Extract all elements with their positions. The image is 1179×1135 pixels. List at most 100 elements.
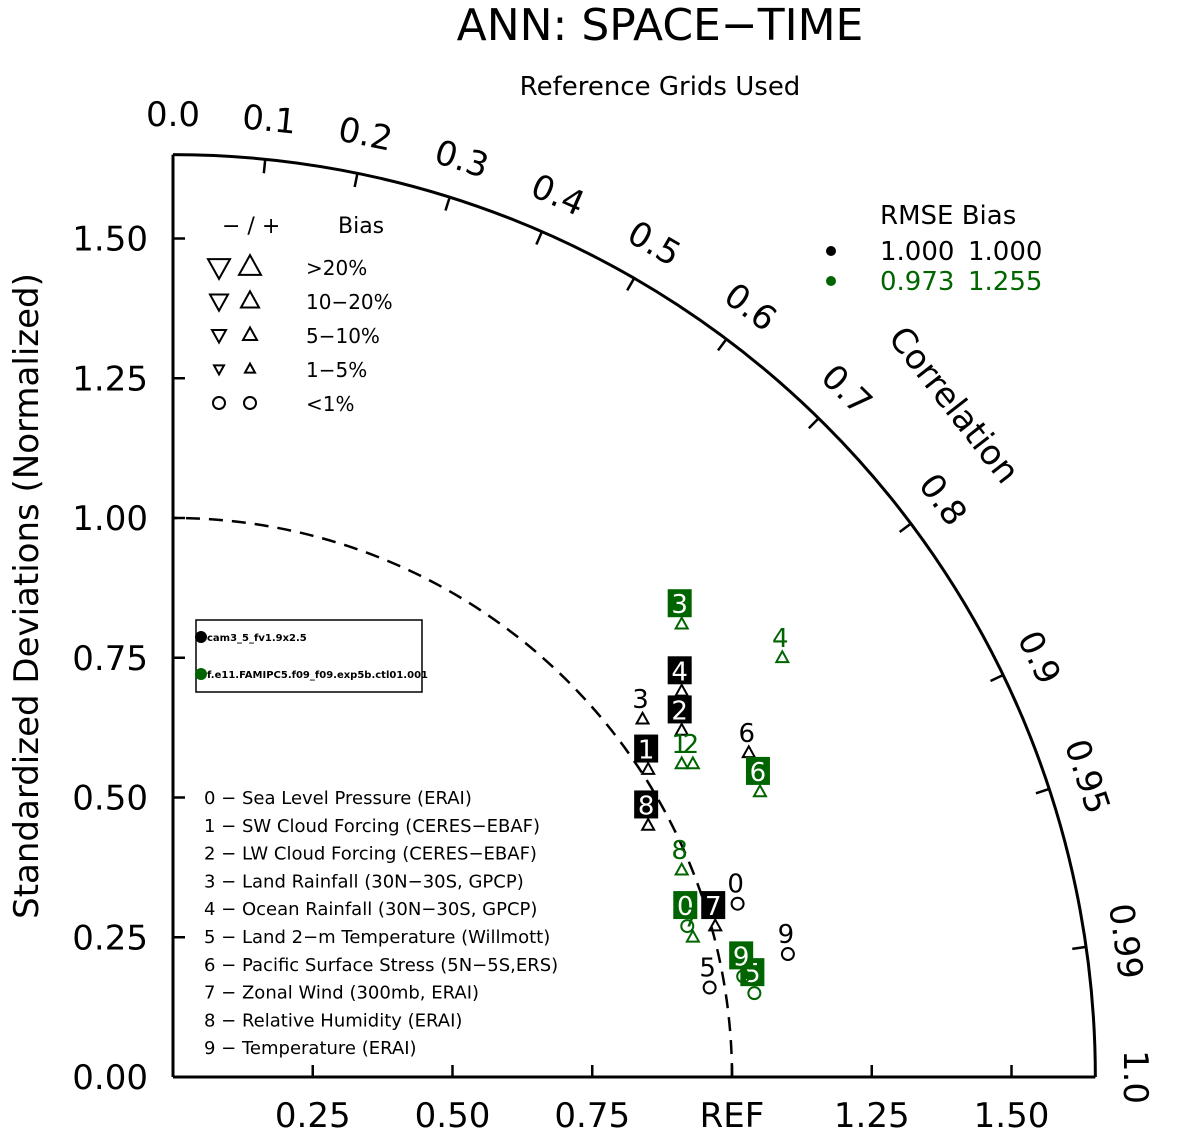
correlation-tick-label: 0.5 xyxy=(621,213,688,275)
correlation-tick xyxy=(353,173,359,188)
point-marker xyxy=(640,816,656,831)
point-0-6: 6 xyxy=(738,719,757,759)
y-tick-label: 1.50 xyxy=(72,220,148,260)
bias-legend-triangle-up xyxy=(241,325,259,342)
bias-legend-triangle-up xyxy=(243,361,257,374)
y-tick-label: 1.25 xyxy=(72,359,148,399)
correlation-tick-label: 1.0 xyxy=(1115,1050,1155,1104)
x-tick-label: REF xyxy=(700,1096,765,1135)
x-tick-label: 0.50 xyxy=(415,1096,491,1135)
variable-entry: 6 − Pacific Surface Stress (5N−5S,ERS) xyxy=(204,955,558,976)
correlation-tick xyxy=(717,338,728,352)
variable-entry: 7 − Zonal Wind (300mb, ERAI) xyxy=(204,983,479,1004)
case-name: cam3_5_fv1.9x2.5 xyxy=(207,633,307,644)
bias-legend-triangle-down xyxy=(210,328,228,345)
point-1-3: 3 xyxy=(667,589,692,630)
correlation-tick xyxy=(1035,787,1050,795)
point-1-6: 6 xyxy=(745,756,770,798)
correlation-tick-label: 0.0 xyxy=(146,95,200,135)
correlation-tick xyxy=(535,231,544,245)
point-label-box xyxy=(701,891,726,920)
y-tick-label: 0.00 xyxy=(72,1058,148,1098)
y-axis-title: Standardized Deviations (Normalized) xyxy=(7,273,47,919)
point-label: 1 xyxy=(671,730,688,760)
point-0-4: 4 xyxy=(667,656,692,697)
point-label: 0 xyxy=(677,892,694,922)
plot-frame xyxy=(171,153,1097,1079)
correlation-tick xyxy=(898,522,912,533)
point-label-box xyxy=(634,790,659,819)
bias-legend-circle-neg xyxy=(212,396,226,410)
bias-legend-triangle-down xyxy=(206,258,232,281)
rmse-legend-header: RMSE Bias xyxy=(880,201,1016,231)
point-0-1: 1 xyxy=(634,734,659,775)
point-1-4: 4 xyxy=(772,624,791,664)
point-label: 0 xyxy=(727,870,744,900)
bias-legend-range: 1−5% xyxy=(306,358,367,382)
point-marker xyxy=(780,947,795,962)
correlation-label: Correlation xyxy=(880,319,1027,491)
x-tick-label: 0.25 xyxy=(275,1096,351,1135)
point-label: 2 xyxy=(683,730,700,760)
point-label: 1 xyxy=(638,736,655,766)
correlation-tick-label: 0.3 xyxy=(430,132,494,186)
bias-legend-triangle-up xyxy=(239,289,261,309)
point-1-8: 8 xyxy=(671,836,690,876)
correlation-tick-label: 0.8 xyxy=(910,466,974,533)
point-1-9: 9 xyxy=(729,941,754,984)
point-1-0: 0 xyxy=(673,891,698,934)
reference-arc xyxy=(172,516,734,1078)
point-label-box xyxy=(745,756,770,785)
variable-entry: 9 − Temperature (ERAI) xyxy=(204,1038,417,1059)
correlation-tick xyxy=(989,673,1004,683)
point-label: 5 xyxy=(699,954,716,984)
point-label: 7 xyxy=(705,892,722,922)
point-marker xyxy=(640,761,656,775)
correlation-tick-label: 0.1 xyxy=(240,97,298,142)
y-tick-label: 0.75 xyxy=(72,639,148,679)
correlation-tick xyxy=(444,196,451,211)
point-marker xyxy=(673,721,690,736)
bias-legend-range: 5−10% xyxy=(306,324,380,348)
bias-legend-sign-header: − / + xyxy=(222,214,280,239)
x-tick-label: 1.50 xyxy=(974,1096,1050,1135)
point-marker xyxy=(747,986,762,1001)
bias-legend-bias-header: Bias xyxy=(338,214,384,239)
point-label: 9 xyxy=(778,920,795,950)
variable-entry: 5 − Land 2−m Temperature (Willmott) xyxy=(204,927,550,948)
y-tick-label: 0.50 xyxy=(72,779,148,819)
rmse-legend-dot xyxy=(826,246,836,256)
y-tick-label: 1.00 xyxy=(72,499,148,539)
point-label: 9 xyxy=(733,942,750,972)
correlation-tick-label: 0.99 xyxy=(1100,901,1150,982)
bias-value: 1.255 xyxy=(968,267,1042,297)
variable-entry: 3 − Land Rainfall (30N−30S, GPCP) xyxy=(204,871,524,892)
point-0-0: 0 xyxy=(727,870,745,911)
point-label: 8 xyxy=(671,836,688,866)
point-label: 8 xyxy=(638,791,655,821)
point-label-box xyxy=(673,891,698,920)
correlation-tick-label: 0.9 xyxy=(1009,625,1069,691)
point-label-box xyxy=(634,734,659,763)
correlation-tick-label: 0.7 xyxy=(813,357,880,423)
point-0-9: 9 xyxy=(778,920,795,962)
correlation-tick xyxy=(626,277,636,291)
chart-subtitle: Reference Grids Used xyxy=(520,72,801,102)
correlation-tick xyxy=(262,159,267,174)
chart-title: ANN: SPACE−TIME xyxy=(457,0,864,51)
point-label: 3 xyxy=(671,590,688,620)
rmse-value: 0.973 xyxy=(880,267,954,297)
bias-legend-triangle-up xyxy=(237,253,263,276)
point-marker xyxy=(673,615,690,630)
bias-legend-circle-pos xyxy=(243,396,257,410)
variable-entry: 8 − Relative Humidity (ERAI) xyxy=(204,1010,462,1031)
variable-entry: 1 − SW Cloud Forcing (CERES−EBAF) xyxy=(204,816,540,837)
point-label: 4 xyxy=(772,624,789,654)
bias-legend-range: <1% xyxy=(306,392,355,416)
point-label: 6 xyxy=(738,719,755,749)
outer-arc xyxy=(172,153,1097,1078)
point-marker xyxy=(702,980,717,995)
y-tick-label: 0.25 xyxy=(72,918,148,958)
